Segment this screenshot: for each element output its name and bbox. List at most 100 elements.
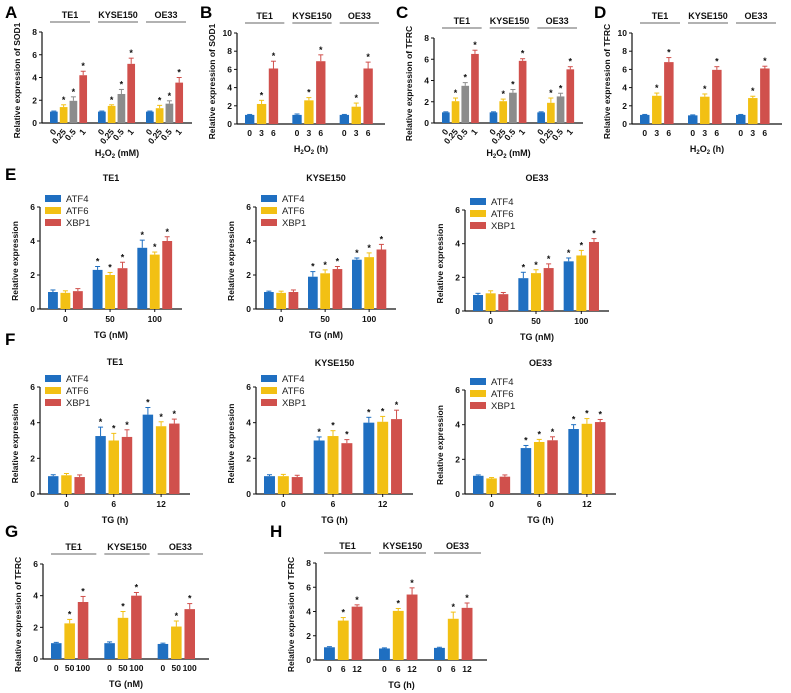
y-tick-label: 6 (622, 64, 627, 74)
chart-panel-c: C 0 2 4 6 8 Relative expression of TFRC TE1 0 * 0.… (396, 3, 583, 160)
x-tick-label: 6 (537, 499, 542, 509)
y-tick-label: 6 (227, 64, 232, 74)
significance-star: * (159, 412, 163, 422)
x-tick-label: 12 (352, 664, 362, 674)
y-tick-label: 4 (246, 418, 251, 428)
significance-star: * (367, 407, 371, 417)
y-tick-label: 6 (455, 205, 460, 215)
x-axis-title-subscript: 2 (112, 154, 116, 160)
x-tick-label: 50 (531, 316, 541, 326)
y-axis-title: Relative expression of TFRC (286, 557, 296, 672)
legend-swatch-atf4 (261, 375, 277, 382)
x-tick-label: 3 (750, 128, 755, 138)
y-tick-label: 6 (455, 385, 460, 395)
panel-label: A (5, 3, 17, 22)
x-tick-label: 1 (125, 127, 136, 137)
x-tick-label: 0.5 (159, 127, 174, 143)
legend-swatch-atf4 (261, 195, 277, 202)
y-tick-label: 2 (246, 453, 251, 463)
significance-star: * (569, 57, 573, 67)
data-bar (77, 602, 89, 659)
significance-star: * (366, 52, 370, 62)
group-label: OE33 (154, 10, 177, 20)
y-tick-label: 4 (30, 418, 35, 428)
y-tick-label: 4 (32, 73, 37, 83)
data-bar (351, 106, 361, 124)
data-bar (736, 114, 746, 124)
data-atf4-bar (568, 429, 579, 494)
significance-star: * (272, 51, 276, 61)
significance-star: * (354, 93, 358, 103)
x-tick-label: 50 (320, 314, 330, 324)
significance-star: * (534, 260, 538, 270)
x-axis-title-subscript: 2 (503, 154, 507, 160)
x-axis-title-part: H (95, 148, 102, 158)
legend-label: ATF4 (282, 374, 305, 385)
data-xbp1-bar (72, 291, 83, 309)
data-atf6-bar (486, 478, 497, 494)
panel-label: G (5, 522, 18, 541)
data-bar (712, 69, 722, 124)
significance-star: * (141, 230, 145, 240)
significance-star: * (188, 594, 192, 604)
data-bar (652, 95, 662, 124)
significance-star: * (68, 609, 72, 619)
x-axis-title-part: (h) (314, 144, 328, 154)
x-tick-label: 12 (462, 664, 472, 674)
y-tick-label: 2 (455, 272, 460, 282)
legend-swatch-atf6 (261, 387, 277, 394)
data-bar (461, 85, 470, 123)
data-xbp1-bar (547, 440, 558, 494)
data-xbp1-bar (169, 423, 180, 494)
x-tick-label: 0 (107, 663, 112, 673)
y-axis-title: Relative expression (10, 404, 20, 484)
y-axis-title: Relative expression (435, 224, 445, 304)
significance-star: * (381, 406, 385, 416)
x-axis-title-part: H (486, 148, 493, 158)
y-tick-label: 0 (424, 118, 429, 128)
y-tick-label: 8 (32, 27, 37, 37)
x-tick-label: 1 (564, 127, 575, 137)
significance-star: * (135, 583, 139, 593)
data-xbp1-bar (499, 476, 511, 494)
legend-label: XBP1 (491, 221, 515, 232)
legend-label: ATF4 (66, 374, 89, 385)
legend-label: XBP1 (282, 218, 306, 229)
y-tick-label: 4 (246, 236, 251, 246)
panel-label: B (200, 3, 212, 22)
significance-star: * (311, 262, 315, 272)
data-xbp1-bar (162, 241, 173, 309)
x-tick-label: 12 (582, 499, 592, 509)
x-tick-label: 6 (318, 128, 323, 138)
data-bar (50, 111, 58, 123)
data-atf6-bar (533, 442, 545, 494)
y-tick-label: 2 (227, 101, 232, 111)
significance-star: * (567, 248, 571, 258)
group-label: KYSE150 (98, 10, 138, 20)
significance-star: * (465, 593, 469, 603)
data-bar (471, 53, 479, 123)
x-axis-title: TG (h) (321, 515, 348, 525)
x-tick-label: 0 (161, 663, 166, 673)
y-tick-label: 4 (306, 607, 311, 617)
data-bar (461, 607, 473, 660)
data-xbp1-bar (117, 268, 128, 309)
y-tick-label: 0 (227, 119, 232, 129)
significance-star: * (168, 91, 172, 101)
y-tick-label: 6 (306, 582, 311, 592)
x-tick-label: 0 (279, 314, 284, 324)
significance-star: * (572, 415, 576, 425)
y-tick-label: 6 (30, 382, 35, 392)
x-tick-label: 0 (295, 128, 300, 138)
chart-title: KYSE150 (306, 173, 346, 183)
legend-label: ATF4 (282, 194, 305, 205)
legend-label: ATF4 (66, 194, 89, 205)
significance-star: * (703, 84, 707, 94)
x-axis-title: TG (nM) (109, 679, 143, 689)
x-axis-title: TG (nM) (309, 330, 343, 340)
data-bar (268, 68, 279, 124)
x-tick-label: 0 (48, 127, 59, 137)
significance-star: * (99, 417, 103, 427)
significance-star: * (319, 45, 323, 55)
y-axis-title: Relative expression of TFRC (602, 24, 612, 139)
